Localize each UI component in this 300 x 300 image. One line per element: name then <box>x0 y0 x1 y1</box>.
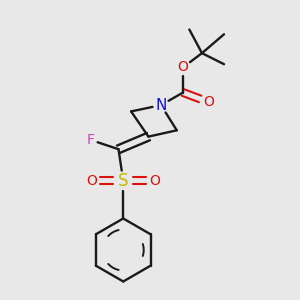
Text: O: O <box>178 60 188 74</box>
Text: F: F <box>86 133 94 147</box>
Text: O: O <box>203 95 214 109</box>
Text: O: O <box>86 174 97 188</box>
Text: O: O <box>149 174 160 188</box>
Text: S: S <box>118 172 128 190</box>
Text: N: N <box>155 98 167 112</box>
